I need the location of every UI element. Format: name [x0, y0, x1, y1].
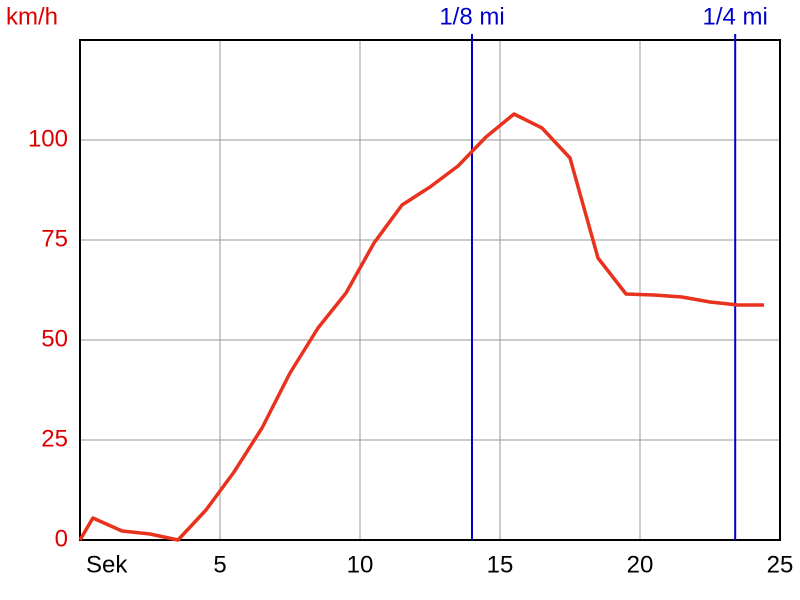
- x-tick-label: 15: [487, 551, 514, 578]
- y-tick-label: 0: [55, 525, 68, 552]
- x-tick-label: 25: [767, 551, 794, 578]
- x-tick-label: 20: [627, 551, 654, 578]
- x-axis-label: Sek: [86, 551, 128, 578]
- y-tick-label: 25: [41, 425, 68, 452]
- y-tick-label: 100: [28, 125, 68, 152]
- distance-marker-label: 1/8 mi: [439, 3, 504, 30]
- x-tick-label: 5: [213, 551, 226, 578]
- plot-frame: [79, 39, 781, 541]
- y-axis-label: km/h: [6, 3, 58, 30]
- x-tick-label: 10: [347, 551, 374, 578]
- y-tick-label: 50: [41, 325, 68, 352]
- distance-marker-label: 1/4 mi: [703, 3, 768, 30]
- data-line: [78, 112, 765, 542]
- y-tick-label: 75: [41, 225, 68, 252]
